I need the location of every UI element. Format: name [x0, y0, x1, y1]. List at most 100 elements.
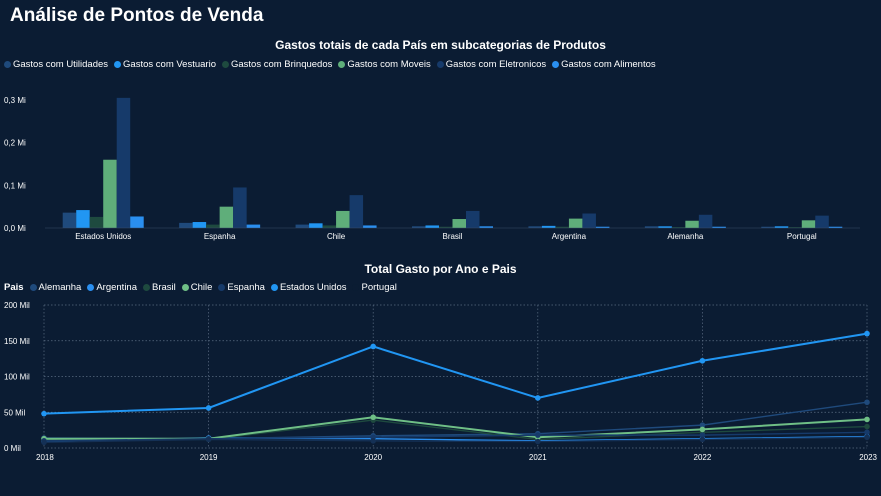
series-line	[43, 436, 868, 443]
legend-marker-icon	[114, 61, 122, 68]
bar-legend-item: Gastos com Alimentos	[552, 59, 656, 70]
line-legend-title: Pais	[4, 282, 24, 293]
bar	[658, 226, 672, 228]
line-chart: 0 Mil 50 Mil 100 Mil 150 Mil 200 Mil 2018 2019…	[4, 301, 878, 462]
line-legend-label: Brasil	[152, 282, 176, 293]
bar	[246, 224, 261, 228]
bar	[309, 223, 323, 228]
data-point	[535, 395, 541, 401]
bar	[671, 227, 686, 228]
data-point	[864, 416, 870, 423]
line-x-tick-label: 2018	[36, 453, 54, 462]
bar-y-tick-label: 0,3 Mi	[4, 96, 26, 105]
bar	[295, 224, 310, 228]
series-line	[44, 416, 868, 440]
bar	[555, 226, 569, 228]
line-legend-label: Alemanha	[38, 282, 82, 293]
legend-marker-icon	[221, 61, 229, 68]
line-legend-item: Alemanha	[29, 282, 82, 293]
data-point	[864, 434, 870, 441]
bar	[62, 212, 77, 228]
bar-legend-item: Gastos com Vestuario	[114, 59, 216, 70]
line-legend-label: Chile	[190, 282, 213, 293]
data-point	[699, 357, 706, 364]
bar	[828, 226, 843, 228]
bar	[103, 159, 117, 228]
line-legend-label: Argentina	[96, 282, 137, 293]
bar-legend-item: Gastos com Moveis	[338, 59, 431, 70]
bar	[774, 226, 789, 228]
bar	[685, 220, 699, 228]
legend-marker-icon	[436, 61, 444, 68]
legend-marker-icon	[143, 284, 150, 291]
bar	[595, 226, 610, 228]
line-legend-item: Portugal	[352, 282, 397, 293]
bar	[412, 226, 426, 228]
bar	[425, 225, 439, 228]
bar-x-tick-label: Argentina	[552, 232, 587, 241]
bar-legend-label: Gastos com Vestuario	[123, 59, 216, 70]
line-x-tick-label: 2021	[529, 453, 547, 462]
data-point	[864, 423, 870, 430]
data-point	[41, 439, 47, 446]
bar	[568, 218, 583, 228]
line-x-tick-label: 2022	[694, 453, 712, 462]
bar-legend-label: Gastos com Utilidades	[13, 59, 109, 70]
data-point	[205, 405, 212, 411]
bar	[219, 206, 234, 228]
data-point	[370, 343, 377, 350]
data-point	[699, 426, 706, 433]
line-legend-item: Argentina	[87, 282, 137, 293]
bar	[322, 225, 337, 228]
page-title: Análise de Pontos de Venda	[10, 5, 264, 26]
line-chart-legend: Pais Alemanha Argentina Brasil Chile Espanha…	[4, 282, 403, 293]
line-chart-title: Total Gasto por Ano e Pais	[364, 262, 517, 276]
bar	[801, 220, 816, 228]
series-line	[43, 431, 868, 442]
bar	[761, 226, 775, 228]
bar	[349, 195, 364, 228]
line-y-tick-label: 200 Mil	[4, 301, 30, 310]
bar	[363, 225, 377, 228]
bar-y-tick-label: 0,0 Mi	[4, 224, 26, 233]
data-point	[864, 330, 870, 337]
bar-y-tick-label: 0,1 Mi	[4, 181, 26, 190]
data-point	[41, 410, 47, 417]
line-legend-label: Espanha	[227, 282, 265, 293]
line-legend-item: Estados Unidos	[270, 282, 346, 293]
legend-marker-icon	[218, 284, 226, 291]
bar	[582, 213, 596, 228]
legend-marker-icon	[352, 284, 360, 291]
bar	[541, 225, 556, 228]
bar-chart-title: Gastos totais de cada País em subcategor…	[275, 38, 606, 52]
bar	[206, 224, 220, 228]
bar-legend-item: Gastos com Utilidades	[4, 59, 108, 70]
bar	[89, 216, 104, 228]
legend-marker-icon	[87, 284, 95, 291]
bar-chart-legend: Gastos com Utilidades Gastos com Vestuari…	[4, 59, 662, 70]
bar-legend-label: Gastos com Brinquedos	[230, 59, 333, 70]
bar	[452, 219, 466, 228]
bar	[130, 216, 144, 228]
bar	[192, 222, 207, 228]
data-point	[699, 422, 706, 428]
line-legend-item: Chile	[181, 282, 213, 293]
legend-marker-icon	[4, 61, 11, 68]
bar	[698, 214, 713, 228]
legend-marker-icon	[270, 284, 278, 291]
series-line	[43, 419, 868, 441]
bar	[815, 215, 829, 228]
bar	[479, 226, 493, 228]
bar-x-tick-label: Espanha	[204, 232, 236, 241]
bar-y-tick-label: 0,2 Mi	[4, 139, 26, 148]
data-point	[535, 438, 541, 445]
bar	[336, 210, 350, 228]
bar	[528, 226, 542, 228]
bar-legend-item: Gastos com Brinquedos	[221, 59, 333, 70]
line-x-tick-label: 2020	[364, 453, 382, 462]
bar-x-tick-label: Portugal	[787, 232, 817, 241]
data-point	[699, 432, 706, 438]
bar-x-tick-label: Estados Unidos	[75, 232, 131, 241]
legend-marker-icon	[181, 284, 189, 291]
bar	[116, 97, 131, 228]
